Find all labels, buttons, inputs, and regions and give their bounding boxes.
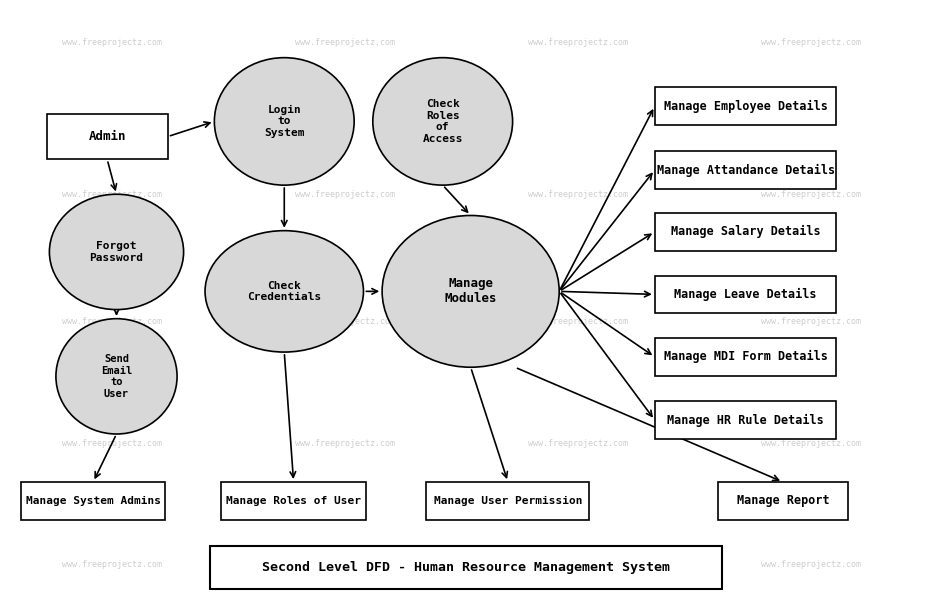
- FancyBboxPatch shape: [654, 401, 836, 439]
- Ellipse shape: [205, 231, 363, 352]
- Text: Check
Roles
of
Access: Check Roles of Access: [422, 99, 463, 144]
- Text: www.freeprojectz.com: www.freeprojectz.com: [761, 38, 861, 47]
- Text: www.freeprojectz.com: www.freeprojectz.com: [295, 317, 395, 326]
- FancyBboxPatch shape: [654, 213, 836, 251]
- Text: www.freeprojectz.com: www.freeprojectz.com: [62, 190, 162, 198]
- FancyBboxPatch shape: [718, 482, 848, 520]
- Text: Manage System Admins: Manage System Admins: [26, 496, 160, 506]
- Ellipse shape: [214, 58, 354, 185]
- Text: Manage Report: Manage Report: [736, 494, 829, 507]
- Text: Manage Attandance Details: Manage Attandance Details: [656, 163, 835, 177]
- FancyBboxPatch shape: [21, 482, 165, 520]
- Text: www.freeprojectz.com: www.freeprojectz.com: [528, 38, 628, 47]
- FancyBboxPatch shape: [210, 546, 722, 589]
- FancyBboxPatch shape: [427, 482, 590, 520]
- Text: Manage Salary Details: Manage Salary Details: [671, 225, 820, 239]
- Text: Manage Leave Details: Manage Leave Details: [675, 288, 816, 301]
- Text: Send
Email
to
User: Send Email to User: [101, 354, 132, 399]
- Text: www.freeprojectz.com: www.freeprojectz.com: [528, 560, 628, 569]
- Text: Manage
Modules: Manage Modules: [445, 277, 497, 305]
- Text: www.freeprojectz.com: www.freeprojectz.com: [295, 439, 395, 447]
- Text: www.freeprojectz.com: www.freeprojectz.com: [761, 439, 861, 447]
- Text: www.freeprojectz.com: www.freeprojectz.com: [528, 439, 628, 447]
- Text: Login
to
System: Login to System: [264, 105, 305, 138]
- FancyBboxPatch shape: [222, 482, 365, 520]
- Ellipse shape: [382, 215, 559, 367]
- Text: www.freeprojectz.com: www.freeprojectz.com: [62, 439, 162, 447]
- FancyBboxPatch shape: [654, 87, 836, 125]
- Text: Check
Credentials: Check Credentials: [247, 280, 322, 302]
- FancyBboxPatch shape: [654, 151, 836, 189]
- Text: www.freeprojectz.com: www.freeprojectz.com: [295, 38, 395, 47]
- Text: www.freeprojectz.com: www.freeprojectz.com: [62, 38, 162, 47]
- Text: Manage Employee Details: Manage Employee Details: [664, 100, 828, 113]
- Text: www.freeprojectz.com: www.freeprojectz.com: [295, 560, 395, 569]
- Text: Manage HR Rule Details: Manage HR Rule Details: [667, 413, 824, 427]
- FancyBboxPatch shape: [47, 114, 168, 159]
- Text: Second Level DFD - Human Resource Management System: Second Level DFD - Human Resource Manage…: [262, 561, 670, 574]
- Text: www.freeprojectz.com: www.freeprojectz.com: [761, 560, 861, 569]
- FancyBboxPatch shape: [654, 338, 836, 376]
- Text: Manage User Permission: Manage User Permission: [433, 496, 582, 506]
- Text: Admin: Admin: [89, 130, 126, 143]
- Ellipse shape: [49, 194, 184, 310]
- FancyBboxPatch shape: [654, 276, 836, 313]
- Text: Manage MDI Form Details: Manage MDI Form Details: [664, 350, 828, 364]
- Text: Manage Roles of User: Manage Roles of User: [226, 496, 361, 506]
- Text: www.freeprojectz.com: www.freeprojectz.com: [528, 317, 628, 326]
- Text: www.freeprojectz.com: www.freeprojectz.com: [761, 190, 861, 198]
- Text: www.freeprojectz.com: www.freeprojectz.com: [761, 317, 861, 326]
- Text: Forgot
Password: Forgot Password: [89, 241, 144, 263]
- Text: www.freeprojectz.com: www.freeprojectz.com: [62, 560, 162, 569]
- Ellipse shape: [56, 319, 177, 434]
- Text: www.freeprojectz.com: www.freeprojectz.com: [62, 317, 162, 326]
- Text: www.freeprojectz.com: www.freeprojectz.com: [295, 190, 395, 198]
- Ellipse shape: [373, 58, 513, 185]
- Text: www.freeprojectz.com: www.freeprojectz.com: [528, 190, 628, 198]
